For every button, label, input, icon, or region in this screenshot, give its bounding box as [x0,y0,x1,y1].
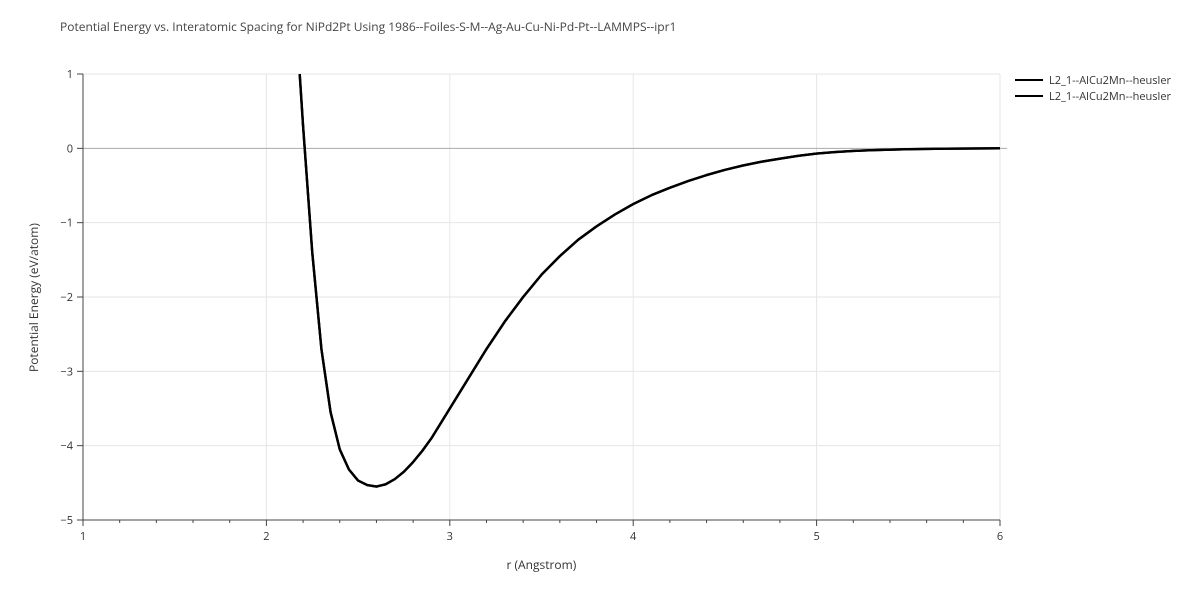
svg-text:−3: −3 [60,364,73,379]
legend-item[interactable]: L2_1--AlCu2Mn--heusler [1015,72,1171,88]
svg-text:2: 2 [263,529,269,544]
svg-text:0: 0 [67,141,73,156]
legend-swatch [1015,95,1043,97]
y-axis-label: Potential Energy (eV/atom) [25,223,42,372]
svg-text:−5: −5 [60,513,73,528]
legend-swatch [1015,79,1043,81]
svg-text:6: 6 [997,529,1003,544]
svg-text:−2: −2 [60,290,73,305]
svg-text:4: 4 [630,529,637,544]
legend: L2_1--AlCu2Mn--heuslerL2_1--AlCu2Mn--heu… [1015,72,1171,104]
svg-text:−4: −4 [60,439,73,454]
legend-label: L2_1--AlCu2Mn--heusler [1049,73,1171,88]
legend-item[interactable]: L2_1--AlCu2Mn--heusler [1015,88,1171,104]
svg-text:3: 3 [447,529,453,544]
x-axis-label: r (Angstrom) [507,556,577,573]
svg-text:5: 5 [813,529,819,544]
legend-label: L2_1--AlCu2Mn--heusler [1049,89,1171,104]
svg-text:1: 1 [80,529,86,544]
svg-text:−1: −1 [60,216,73,231]
svg-text:1: 1 [67,67,73,82]
